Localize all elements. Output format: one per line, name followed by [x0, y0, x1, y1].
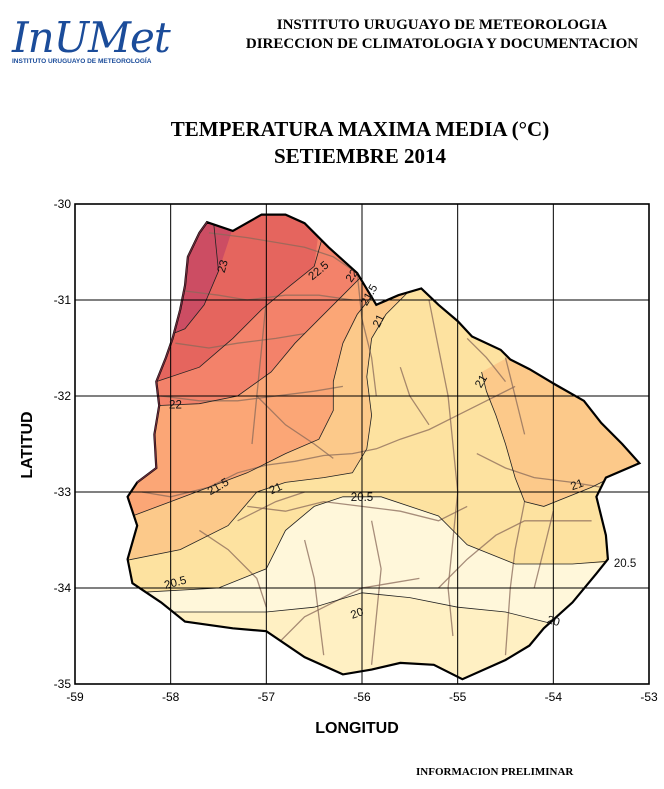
dept-6 [199, 529, 267, 608]
isotherm-21-5 [132, 261, 401, 517]
dept-10 [466, 337, 507, 383]
institution-header: INSTITUTO URUGUAYO DE METEOROLOGIA DIREC… [222, 16, 662, 54]
isotherm-20 [170, 592, 592, 637]
isotherm-label: 20 [546, 614, 561, 629]
map-title-line-1: TEMPERATURA MAXIMA MEDIA (°C) [170, 117, 550, 141]
y-axis-title: LATITUD [19, 411, 36, 478]
isotherm-label: 20.5 [163, 575, 188, 592]
map-title-line-2: SETIEMBRE 2014 [273, 144, 447, 168]
isotherm-label: 21 [268, 481, 285, 497]
rio-cuareim [208, 232, 358, 274]
isotherm-22 [156, 261, 372, 406]
uruguay-river-border [136, 221, 208, 483]
dept-5 [504, 501, 526, 656]
isotherm-label: 21 [569, 478, 585, 494]
x-axis-title: LONGITUD [315, 720, 399, 737]
preliminary-notice: INFORMACION PRELIMINAR [416, 766, 574, 778]
y-tick-label: -30 [54, 197, 72, 211]
isotherm-label: 23 [216, 259, 231, 274]
y-tick-label: -32 [54, 389, 72, 403]
dept-3 [428, 299, 459, 637]
plot-frame [74, 203, 650, 685]
header-line-1: INSTITUTO URUGUAYO DE METEOROLOGIA [276, 17, 608, 33]
rio-tacuari [476, 453, 602, 488]
dept-8 [370, 520, 382, 665]
isotherm-label: 20.5 [614, 558, 636, 570]
isotherm-label: 20.5 [351, 492, 373, 504]
dept-9 [256, 395, 334, 459]
rio-cebollati [438, 520, 592, 589]
header-line-2: DIRECCION DE CLIMATOLOGIA Y DOCUMENTACIO… [245, 36, 639, 52]
y-tick-label: -34 [54, 581, 72, 595]
isotherm-22-5 [156, 232, 325, 382]
logo-subtitle: INSTITUTO URUGUAYO DE METEOROLOGÍA [12, 58, 152, 65]
map-title: TEMPERATURA MAXIMA MEDIA (°C) SETIEMBRE … [100, 116, 620, 170]
dept-13 [533, 511, 554, 589]
temperature-zones [127, 214, 640, 680]
x-tick-label: -57 [258, 690, 276, 704]
dept-1 [251, 299, 267, 445]
inumet-logo: InUMet INSTITUTO URUGUAYO DE METEOROLOGÍ… [8, 14, 208, 66]
isotherm-21-east [481, 371, 640, 507]
y-tick-label: -35 [54, 677, 72, 691]
x-tick-label: -58 [162, 690, 180, 704]
rio-santa-lucia [275, 577, 420, 647]
x-tick-label: -54 [545, 690, 563, 704]
rio-dayman [175, 332, 305, 349]
logo-wordmark: InUMet [12, 13, 171, 62]
y-tick-label: -33 [54, 485, 72, 499]
isotherm-23 [160, 223, 219, 339]
zone-20-20.5 [127, 592, 640, 680]
isotherm-21-west [127, 290, 411, 562]
dept-7 [303, 539, 325, 656]
isotherm-label: 21 [473, 373, 490, 390]
isotherm-label: 21 [371, 313, 387, 330]
axis-ticks: -59 -58 -57 -56 -55 -54 -53 -30 -31 -32 -33 -34 -35 [54, 197, 658, 704]
dept-2 [356, 273, 377, 397]
x-tick-label: -56 [353, 690, 371, 704]
isotherm-label: 20 [349, 606, 365, 622]
rio-negro [141, 385, 516, 498]
x-tick-label: -59 [66, 690, 84, 704]
dept-11 [237, 491, 305, 522]
x-tick-label: -53 [640, 690, 658, 704]
x-tick-label: -55 [449, 690, 467, 704]
isotherm-label: 22 [169, 400, 182, 412]
y-tick-label: -31 [54, 293, 72, 307]
